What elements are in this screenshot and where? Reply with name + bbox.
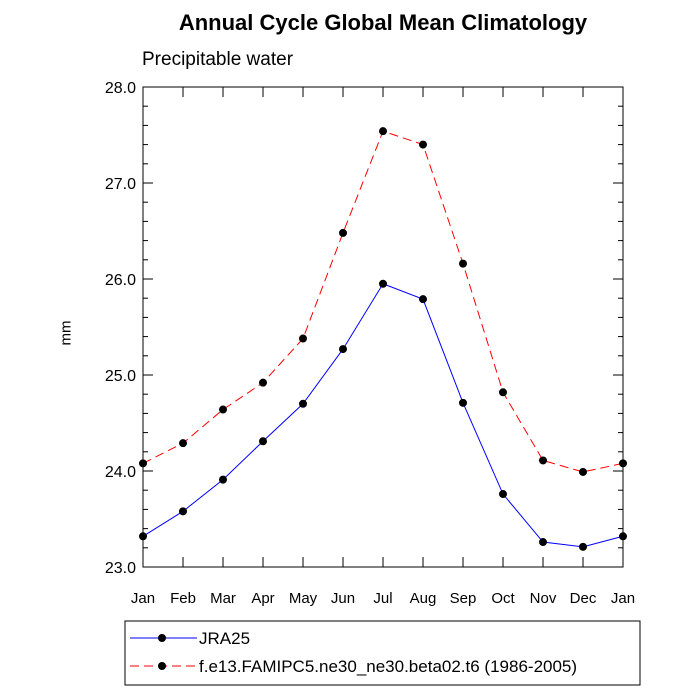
series-1-point xyxy=(299,334,307,343)
series-1-point xyxy=(459,259,467,268)
series-1-point xyxy=(499,388,507,397)
series-1-point xyxy=(139,459,147,468)
x-tick-label: Dec xyxy=(570,590,597,607)
legend-marker-0 xyxy=(158,634,166,642)
series-line-0 xyxy=(142,283,624,548)
series-1-point xyxy=(219,405,227,414)
y-tick-label: 24.0 xyxy=(105,464,136,481)
series-0-point xyxy=(259,437,267,446)
series-0-point xyxy=(179,507,187,516)
x-tick-label: Aug xyxy=(410,590,437,607)
plot-frame xyxy=(142,86,624,568)
x-tick-label: Feb xyxy=(170,590,196,607)
series-1-point xyxy=(419,140,427,149)
series-0-point xyxy=(579,542,587,551)
series-0-point xyxy=(139,532,147,541)
x-tick-label: Jan xyxy=(131,590,155,607)
legend-label-1: f.e13.FAMIPC5.ne30_ne30.beta02.t6 (1986-… xyxy=(199,657,577,676)
x-tick-label: Apr xyxy=(251,590,274,607)
x-tick-label: Jun xyxy=(331,590,355,607)
chart-title: Annual Cycle Global Mean Climatology xyxy=(178,10,588,35)
series-0-point xyxy=(299,399,307,408)
series-1-point xyxy=(579,467,587,476)
series-0-point xyxy=(379,279,387,288)
series-line-1 xyxy=(142,130,624,473)
series-1-point xyxy=(259,378,267,387)
x-tick-label: May xyxy=(289,590,318,607)
x-tick-label: Oct xyxy=(491,590,515,607)
series-1-point xyxy=(339,228,347,237)
y-tick-label: 27.0 xyxy=(105,176,136,193)
y-tick-label: 23.0 xyxy=(105,560,136,577)
legend-label-0: JRA25 xyxy=(199,629,250,648)
chart-subtitle: Precipitable water xyxy=(142,49,294,70)
series-0-point xyxy=(419,295,427,304)
x-tick-label: Jul xyxy=(373,590,392,607)
x-tick-label: Mar xyxy=(210,590,236,607)
y-tick-label: 25.0 xyxy=(105,368,136,385)
series-0-point xyxy=(499,490,507,499)
y-tick-label: 26.0 xyxy=(105,272,136,289)
legend-marker-1 xyxy=(158,662,166,670)
series-1-point xyxy=(379,127,387,136)
series-0-point xyxy=(619,532,627,541)
x-tick-label: Jan xyxy=(611,590,635,607)
series-0-point xyxy=(219,475,227,484)
series-1-point xyxy=(539,456,547,465)
series-1-point xyxy=(179,439,187,448)
x-tick-label: Sep xyxy=(450,590,477,607)
series-0-point xyxy=(539,538,547,547)
series-1-point xyxy=(619,459,627,468)
y-tick-label: 28.0 xyxy=(105,80,136,97)
series-0-point xyxy=(339,345,347,354)
x-tick-label: Nov xyxy=(530,590,557,607)
series-0-point xyxy=(459,398,467,407)
legend-box xyxy=(124,620,641,686)
